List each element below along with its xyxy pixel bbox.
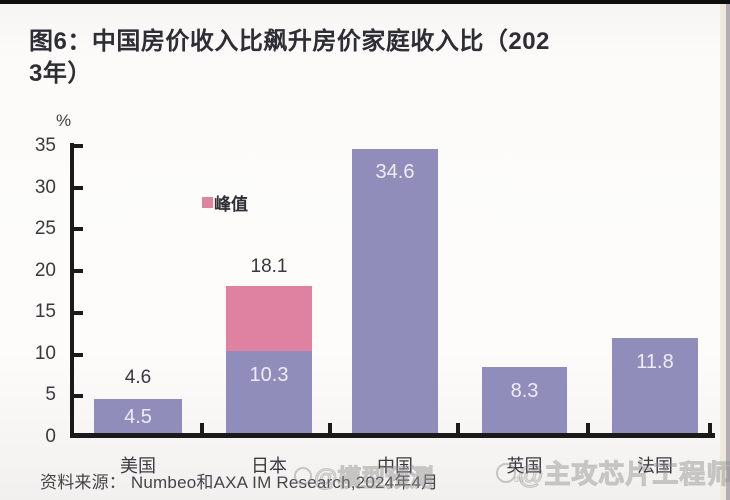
label-japan-value: 10.3 [249,364,289,386]
bar-france [612,338,698,433]
x-tick-4 [586,423,590,433]
bar-japan [226,351,312,433]
y-tick-30 [74,186,83,190]
label-usa-peak: 4.6 [124,367,152,388]
y-label-15: 15 [34,301,56,322]
bar-china [352,149,438,433]
y-axis-line [70,143,74,438]
y-label-25: 25 [34,218,56,239]
category-france: 法国 [637,456,673,476]
y-label-5: 5 [45,384,56,405]
right-edge-shadow [726,4,730,500]
y-tick-25 [74,227,83,231]
bar-japan-peak [226,286,312,351]
bar-uk [482,367,567,433]
y-tick-35 [74,144,83,148]
category-china: 中国 [377,456,413,476]
watermark-sub-text: du [514,474,525,484]
y-label-0: 0 [45,426,56,447]
category-uk: 英国 [506,456,543,476]
label-usa-value: 4.5 [124,406,152,428]
x-tick-end [708,423,712,433]
x-tick-2 [328,423,332,433]
source-note: 资料来源： Numbeo和AXA IM Research,2024年4月 [40,473,439,492]
category-japan: 日本 [251,456,287,476]
label-japan-peak: 18.1 [250,256,288,277]
y-tick-5 [74,394,83,398]
label-france-value: 11.8 [636,351,674,373]
category-usa: 美国 [120,456,156,476]
y-label-30: 30 [34,177,56,198]
bar-usa [94,399,182,433]
y-tick-10 [74,353,83,357]
x-tick-1 [200,423,204,433]
right-edge-strip [720,4,726,500]
chart-title: 图6：中国房价收入比飙升房价家庭收入比（202 3年） [29,26,697,90]
chart-title-line1: 图6：中国房价收入比飙升房价家庭收入比（202 [29,28,550,55]
legend-peak-label: 峰值 [214,195,248,214]
legend: 峰值 [202,190,248,215]
label-uk-value: 8.3 [510,380,539,402]
x-axis-line [70,433,715,438]
x-tick-3 [456,423,460,433]
chart-title-line2: 3年） [29,60,92,87]
y-label-10: 10 [34,343,56,364]
y-axis-unit-label: % [56,111,72,130]
label-china-value: 34.6 [375,161,415,183]
y-tick-20 [74,269,83,273]
legend-peak-swatch [202,197,213,208]
y-label-20: 20 [34,260,56,281]
y-label-35: 35 [34,135,56,156]
top-black-bar [0,0,730,4]
y-tick-15 [74,311,83,315]
